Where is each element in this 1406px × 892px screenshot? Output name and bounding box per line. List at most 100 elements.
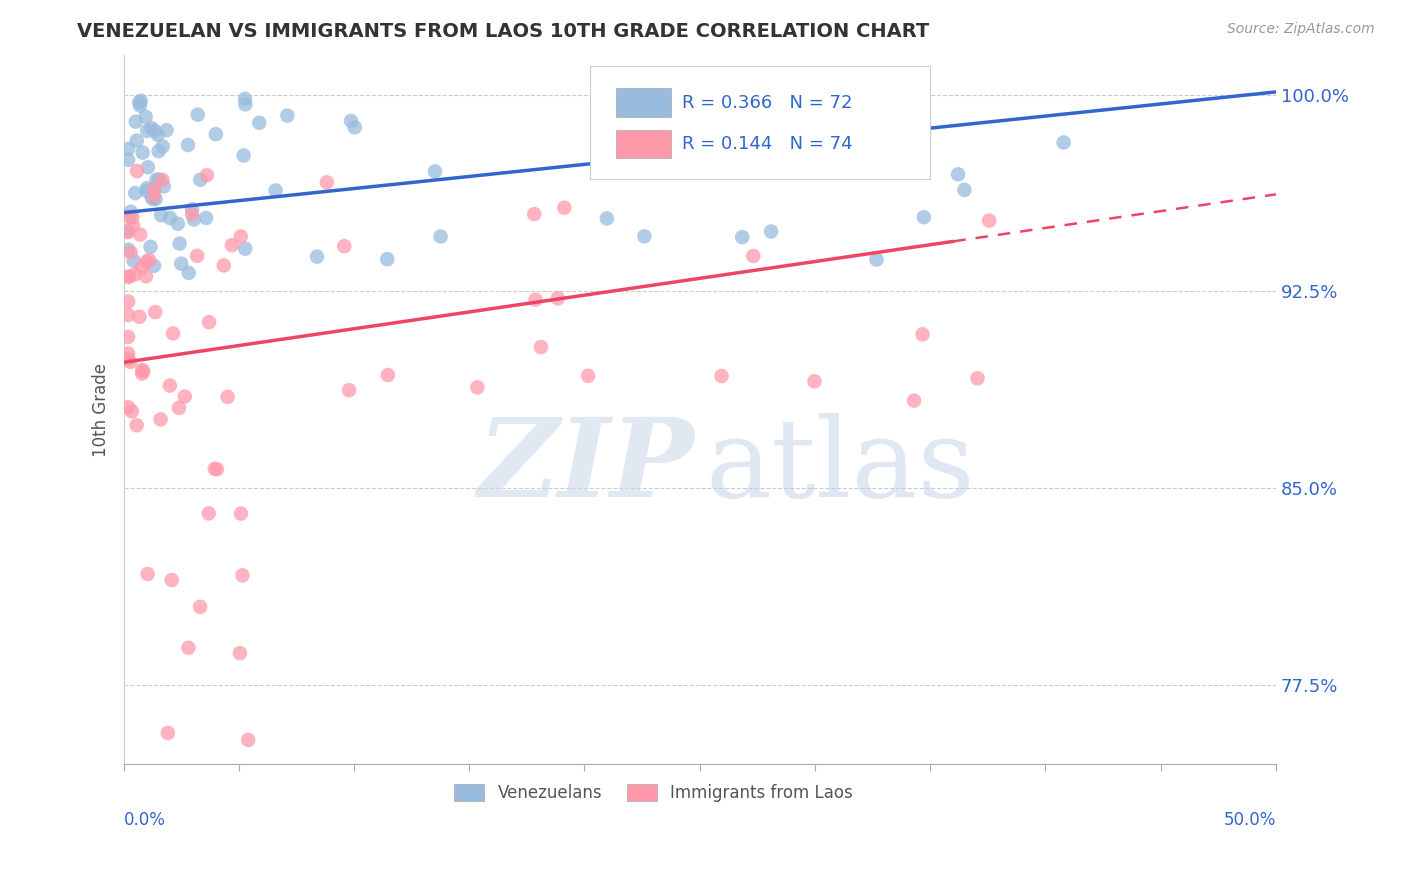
Point — [188, 172, 211, 186]
Point — [148, 144, 170, 158]
Point — [167, 401, 190, 415]
Point — [152, 139, 174, 153]
Point — [231, 568, 253, 582]
Point — [333, 239, 356, 253]
Point — [124, 267, 146, 281]
Point — [197, 507, 219, 521]
Point — [138, 253, 160, 268]
Text: atlas: atlas — [706, 413, 976, 520]
Point — [135, 269, 157, 284]
Point — [146, 128, 169, 142]
Point — [118, 269, 141, 284]
Point — [131, 260, 153, 275]
Point — [337, 383, 360, 397]
Point — [186, 249, 208, 263]
Point — [122, 219, 145, 233]
Point — [759, 225, 782, 239]
Point — [143, 305, 166, 319]
Point — [117, 308, 139, 322]
Point — [117, 269, 139, 284]
Point — [547, 291, 569, 305]
Point — [702, 103, 724, 117]
Point — [188, 599, 211, 614]
Point — [966, 371, 988, 385]
Point — [233, 92, 256, 106]
Point — [865, 252, 887, 267]
Point — [139, 240, 162, 254]
Point — [153, 179, 176, 194]
Point — [135, 184, 157, 198]
Point — [183, 212, 205, 227]
Point — [120, 245, 142, 260]
Point — [946, 167, 969, 181]
Point — [377, 368, 399, 382]
Point — [912, 210, 935, 224]
FancyBboxPatch shape — [616, 129, 671, 158]
Point — [524, 293, 547, 307]
Point — [117, 153, 139, 167]
Point — [170, 257, 193, 271]
Point — [132, 364, 155, 378]
Point — [305, 250, 328, 264]
Point — [142, 192, 165, 206]
Point — [177, 266, 200, 280]
Point — [125, 114, 148, 128]
Point — [804, 145, 827, 159]
Point — [118, 210, 141, 224]
Point — [340, 114, 363, 128]
Point — [160, 573, 183, 587]
Point — [145, 173, 167, 187]
Point — [710, 369, 733, 384]
Point — [162, 326, 184, 341]
Point — [235, 97, 257, 112]
Point — [429, 229, 451, 244]
Point — [264, 183, 287, 197]
Point — [121, 210, 143, 224]
Point — [181, 202, 204, 217]
Point — [143, 182, 166, 196]
Point — [173, 390, 195, 404]
Point — [523, 207, 546, 221]
Text: VENEZUELAN VS IMMIGRANTS FROM LAOS 10TH GRADE CORRELATION CHART: VENEZUELAN VS IMMIGRANTS FROM LAOS 10TH … — [77, 22, 929, 41]
Point — [136, 567, 159, 582]
Point — [343, 120, 366, 135]
Point — [143, 182, 166, 196]
Point — [117, 225, 139, 239]
FancyBboxPatch shape — [616, 88, 671, 117]
Point — [131, 363, 153, 377]
Point — [204, 462, 226, 476]
Point — [217, 390, 239, 404]
Point — [276, 109, 298, 123]
Point — [150, 208, 173, 222]
Point — [156, 726, 179, 740]
Point — [131, 145, 153, 160]
Point — [752, 112, 775, 126]
Point — [187, 108, 209, 122]
Point — [633, 229, 655, 244]
Point — [117, 142, 139, 156]
Point — [894, 122, 917, 136]
Point — [136, 181, 159, 195]
Point — [136, 124, 159, 138]
Point — [166, 217, 188, 231]
Point — [195, 168, 218, 182]
Point — [731, 230, 754, 244]
Point — [143, 189, 166, 203]
Point — [128, 95, 150, 110]
Y-axis label: 10th Grade: 10th Grade — [93, 363, 110, 457]
Point — [125, 418, 148, 433]
Point — [145, 192, 167, 206]
Point — [121, 404, 143, 418]
Point — [195, 211, 218, 225]
Point — [232, 148, 254, 162]
Point — [128, 310, 150, 324]
Point — [177, 138, 200, 153]
Point — [233, 242, 256, 256]
Point — [181, 207, 204, 221]
Point — [953, 183, 976, 197]
Point — [198, 315, 221, 329]
Point — [229, 507, 252, 521]
Point — [742, 249, 765, 263]
Point — [117, 346, 139, 360]
Point — [131, 367, 153, 381]
